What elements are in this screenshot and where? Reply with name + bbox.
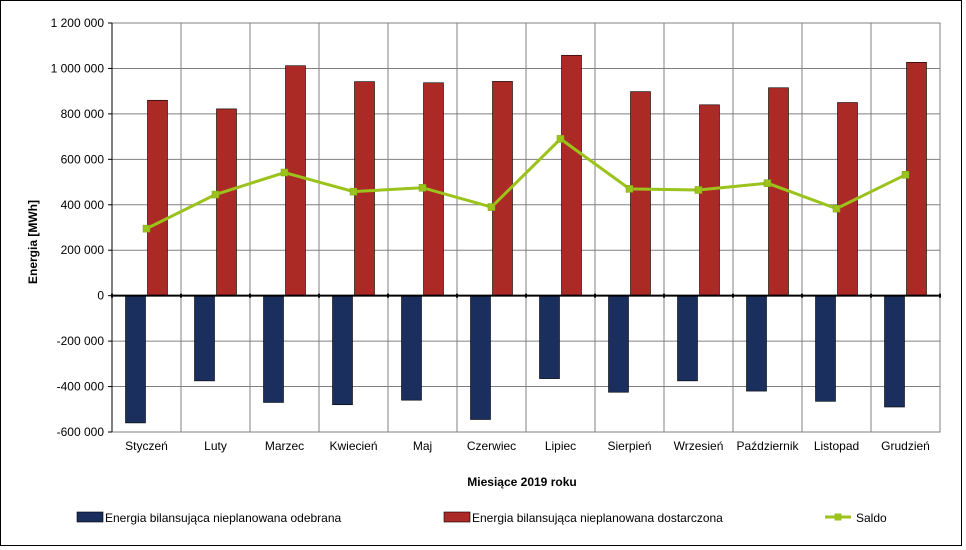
tick-labels: 1 200 000 1 000 000 800 000 600 000 400 000 2…	[51, 16, 930, 453]
saldo-point	[142, 224, 151, 233]
x-tick-label: Grudzień	[881, 439, 930, 453]
x-tick-label: Maj	[413, 439, 432, 453]
y-tick-label: 1 000 000	[51, 61, 105, 75]
x-tick-label: Lipiec	[545, 439, 576, 453]
legend-swatch-saldo-marker	[834, 513, 842, 521]
grid	[111, 22, 941, 433]
saldo-point	[211, 190, 220, 199]
saldo-point	[763, 179, 772, 187]
bar-odebrana	[125, 295, 146, 424]
y-tick-label: -600 000	[57, 425, 105, 439]
x-tick-label: Sierpień	[607, 439, 651, 453]
saldo-point	[487, 203, 496, 211]
bar-odebrana	[608, 295, 629, 393]
bar-odebrana	[677, 295, 698, 382]
saldo-point	[280, 168, 289, 177]
axes	[108, 22, 941, 433]
x-tick-label: Listopad	[814, 439, 859, 453]
y-tick-label: 800 000	[61, 107, 105, 121]
saldo-line	[145, 136, 907, 230]
bar-odebrana	[539, 295, 560, 379]
x-tick-label: Styczeń	[125, 439, 168, 453]
legend-label-saldo: Saldo	[856, 511, 887, 525]
saldo-point	[901, 171, 910, 179]
x-tick-label: Październik	[736, 439, 799, 453]
saldo-point	[832, 204, 841, 213]
y-tick-label: 1 200 000	[51, 16, 105, 30]
y-tick-label: -200 000	[57, 334, 105, 348]
bar-dostarczona	[768, 87, 789, 296]
x-tick-label: Luty	[204, 439, 227, 453]
bar-dostarczona	[354, 81, 375, 296]
legend-swatch-dostarczona	[443, 511, 471, 523]
saldo-point	[418, 183, 427, 192]
bar-odebrana	[884, 295, 905, 408]
bar-odebrana	[263, 295, 284, 403]
legend-swatch-odebrana	[76, 511, 104, 523]
saldo-line-group	[142, 135, 910, 233]
x-tick-label: Wrzesień	[674, 439, 724, 453]
y-tick-label: 400 000	[61, 198, 105, 212]
x-axis-label: Miesiące 2019 roku	[467, 475, 576, 489]
x-tick-label: Czerwiec	[467, 439, 516, 453]
legend-label-odebrana: Energia bilansująca nieplanowana odebran…	[105, 511, 342, 525]
x-tick-label: Marzec	[265, 439, 304, 453]
bar-dostarczona	[216, 108, 237, 296]
y-tick-label: 0	[97, 289, 104, 303]
y-axis-label: Energia [MWh]	[26, 200, 40, 284]
bar-dostarczona	[630, 91, 651, 296]
saldo-point	[349, 187, 358, 196]
y-tick-label: -400 000	[57, 380, 105, 394]
bar-dostarczona	[561, 54, 582, 296]
bar-dostarczona	[285, 65, 306, 296]
bar-odebrana	[470, 295, 491, 420]
bars	[125, 54, 927, 424]
bar-dostarczona	[906, 62, 927, 296]
bar-odebrana	[332, 295, 353, 406]
bar-odebrana	[746, 295, 767, 392]
legend: Energia bilansująca nieplanowana odebran…	[76, 511, 887, 525]
y-tick-label: 600 000	[61, 152, 105, 166]
legend-label-dostarczona: Energia bilansująca nieplanowana dostarc…	[472, 511, 723, 525]
saldo-point	[556, 135, 565, 143]
x-tick-label: Kwiecień	[329, 439, 377, 453]
bar-dostarczona	[147, 99, 168, 296]
y-tick-label: 200 000	[61, 243, 105, 257]
bar-odebrana	[815, 295, 836, 402]
bar-dostarczona	[699, 104, 720, 296]
saldo-point	[625, 185, 634, 193]
bar-odebrana	[194, 295, 215, 382]
saldo-point	[694, 186, 703, 194]
bar-odebrana	[401, 295, 422, 401]
